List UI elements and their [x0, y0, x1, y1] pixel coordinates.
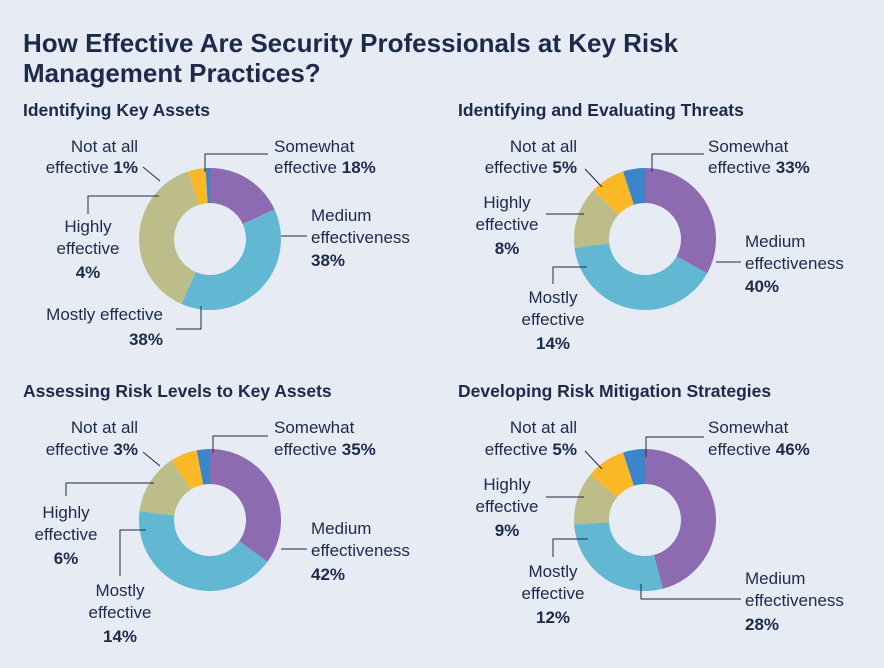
label-somewhat: Somewhat effective 18% [274, 137, 376, 177]
slice-highly [171, 450, 204, 490]
slice-medium [574, 243, 708, 310]
leader-line [204, 153, 268, 172]
slice-not-at-all [623, 168, 645, 205]
label-mostly: Mostly effective 38% [46, 305, 163, 349]
label-highly: Highly effective 9% [475, 475, 538, 540]
slice-highly [590, 452, 634, 498]
label-highly: Highly effective 8% [475, 193, 538, 258]
slice-mostly [574, 474, 618, 525]
slice-not-at-all [623, 449, 645, 486]
label-mostly: Mostly effective 14% [521, 288, 584, 353]
leader-line [212, 435, 268, 453]
leader-line [119, 529, 146, 576]
leader-line [552, 538, 588, 557]
chart-title: Identifying and Evaluating Threats [458, 100, 744, 120]
label-not-at-all: Not at all effective 3% [46, 418, 138, 459]
label-not-at-all: Not at all effective 5% [485, 418, 577, 459]
slice-mostly [139, 171, 199, 305]
slice-mostly [139, 460, 191, 516]
label-medium: Medium effectiveness 38% [311, 206, 410, 270]
label-medium: Medium effectiveness 40% [745, 232, 844, 296]
leader-line [640, 584, 741, 600]
chart-title: Developing Risk Mitigation Strategies [458, 381, 771, 401]
leader-line [552, 266, 587, 284]
label-mostly: Mostly effective 12% [521, 562, 584, 627]
label-not-at-all: Not at all effective 1% [46, 137, 138, 177]
leader-line [176, 306, 202, 330]
label-medium: Medium effectiveness 28% [745, 569, 844, 634]
label-highly: Highly effective 4% [56, 217, 119, 282]
slice-not-at-all [196, 449, 210, 485]
chart-title: Identifying Key Assets [23, 100, 210, 120]
leader-line [584, 450, 603, 470]
leader-line [65, 482, 154, 496]
label-somewhat: Somewhat effective 33% [708, 137, 810, 177]
chart-title: Assessing Risk Levels to Key Assets [23, 381, 332, 401]
donut-chart-4: Developing Risk Mitigation Strategies Som… [458, 381, 844, 634]
page-title: How Effective Are Security Professionals… [23, 28, 679, 88]
leader-line [584, 168, 603, 188]
donut-chart-3: Assessing Risk Levels to Key Assets Somew… [23, 381, 410, 646]
leader-line [142, 166, 161, 182]
label-mostly: Mostly effective 14% [88, 581, 151, 646]
slice-mostly [574, 190, 619, 248]
donut-chart-2: Identifying and Evaluating Threats Somewh… [458, 100, 844, 353]
slice-medium [139, 511, 268, 591]
leader-line [645, 436, 704, 457]
slice-not-at-all [205, 168, 210, 204]
label-not-at-all: Not at all effective 5% [485, 137, 577, 177]
slice-medium [574, 522, 663, 591]
leader-line [651, 153, 704, 172]
label-medium: Medium effectiveness 42% [311, 519, 410, 584]
label-somewhat: Somewhat effective 35% [274, 418, 376, 459]
slice-medium [181, 209, 281, 310]
slice-somewhat [210, 168, 275, 225]
label-highly: Highly effective 6% [34, 503, 97, 568]
leader-line [87, 195, 159, 214]
slice-somewhat [210, 449, 281, 562]
leader-line [142, 451, 161, 467]
slice-somewhat [645, 168, 716, 274]
slice-somewhat [645, 448, 717, 589]
slice-highly [187, 168, 208, 205]
label-somewhat: Somewhat effective 46% [708, 418, 810, 459]
donut-chart-1: Identifying Key Assets Somewhat effective … [23, 100, 410, 349]
slice-highly [593, 171, 634, 215]
